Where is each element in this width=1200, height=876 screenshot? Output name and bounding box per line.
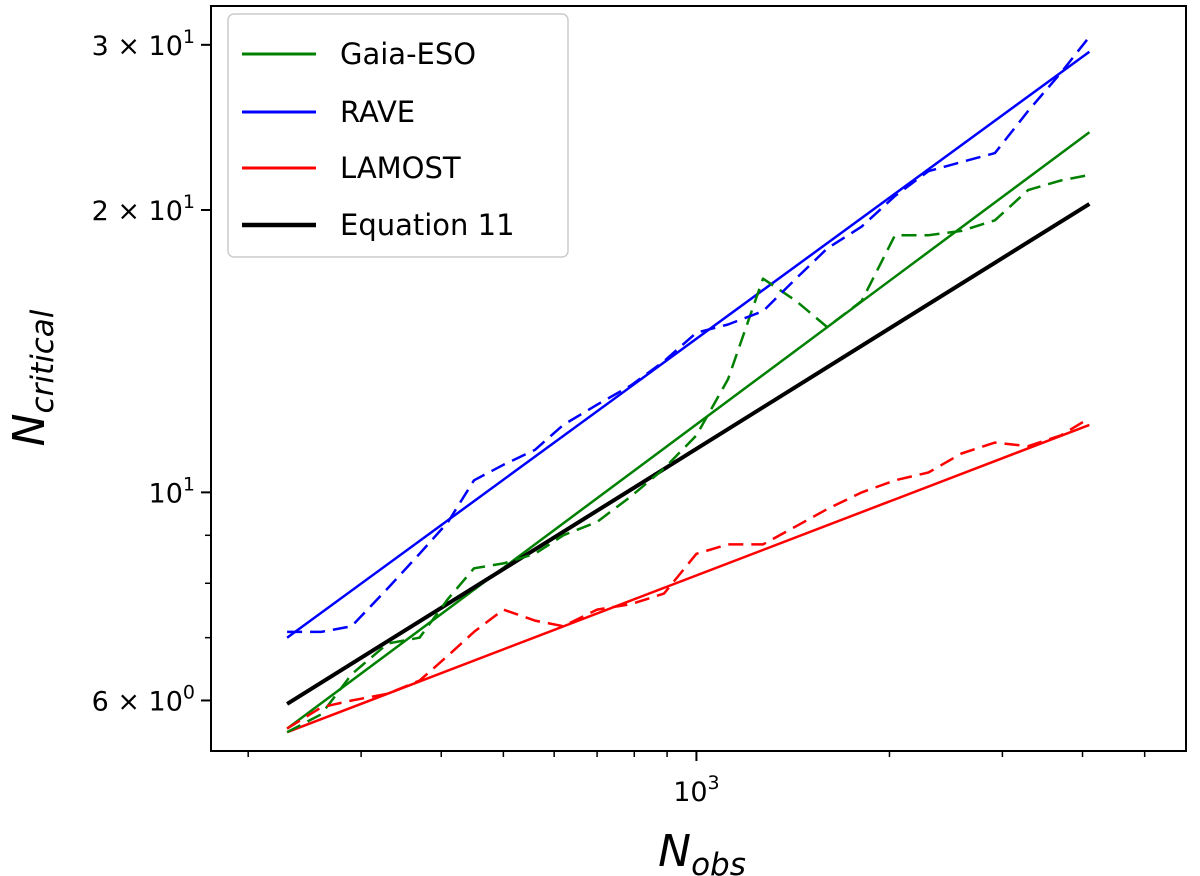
series-lamost-data — [286, 417, 1091, 730]
legend-label-equation-11: Equation 11 — [340, 208, 515, 242]
y-tick-label: 101 — [149, 473, 195, 509]
plot-frame — [210, 5, 1187, 752]
series-gaia-eso-data — [286, 173, 1090, 734]
series-equation-11 — [286, 202, 1091, 706]
legend-label-lamost: LAMOST — [340, 151, 461, 185]
series-rave-fit — [286, 50, 1091, 639]
y-tick-label: 6 × 100 — [92, 681, 195, 717]
ticks-layer: 103 6 × 100 101 2 × 101 3 × 101 — [92, 26, 1146, 808]
legend-box — [227, 13, 569, 258]
series-layer — [286, 36, 1091, 734]
y-tick-label: 3 × 101 — [92, 26, 195, 62]
series-rave-data — [287, 36, 1091, 634]
y-tick-label: 2 × 101 — [92, 191, 195, 227]
x-tick-label: 103 — [673, 772, 719, 808]
y-axis-label: Ncritical — [4, 309, 61, 446]
legend-label-gaia-eso: Gaia-ESO — [340, 37, 476, 71]
x-axis-label: Nobs — [658, 826, 746, 876]
legend: Gaia-ESO RAVE LAMOST Equation 11 — [227, 13, 569, 258]
legend-label-rave: RAVE — [340, 95, 415, 129]
